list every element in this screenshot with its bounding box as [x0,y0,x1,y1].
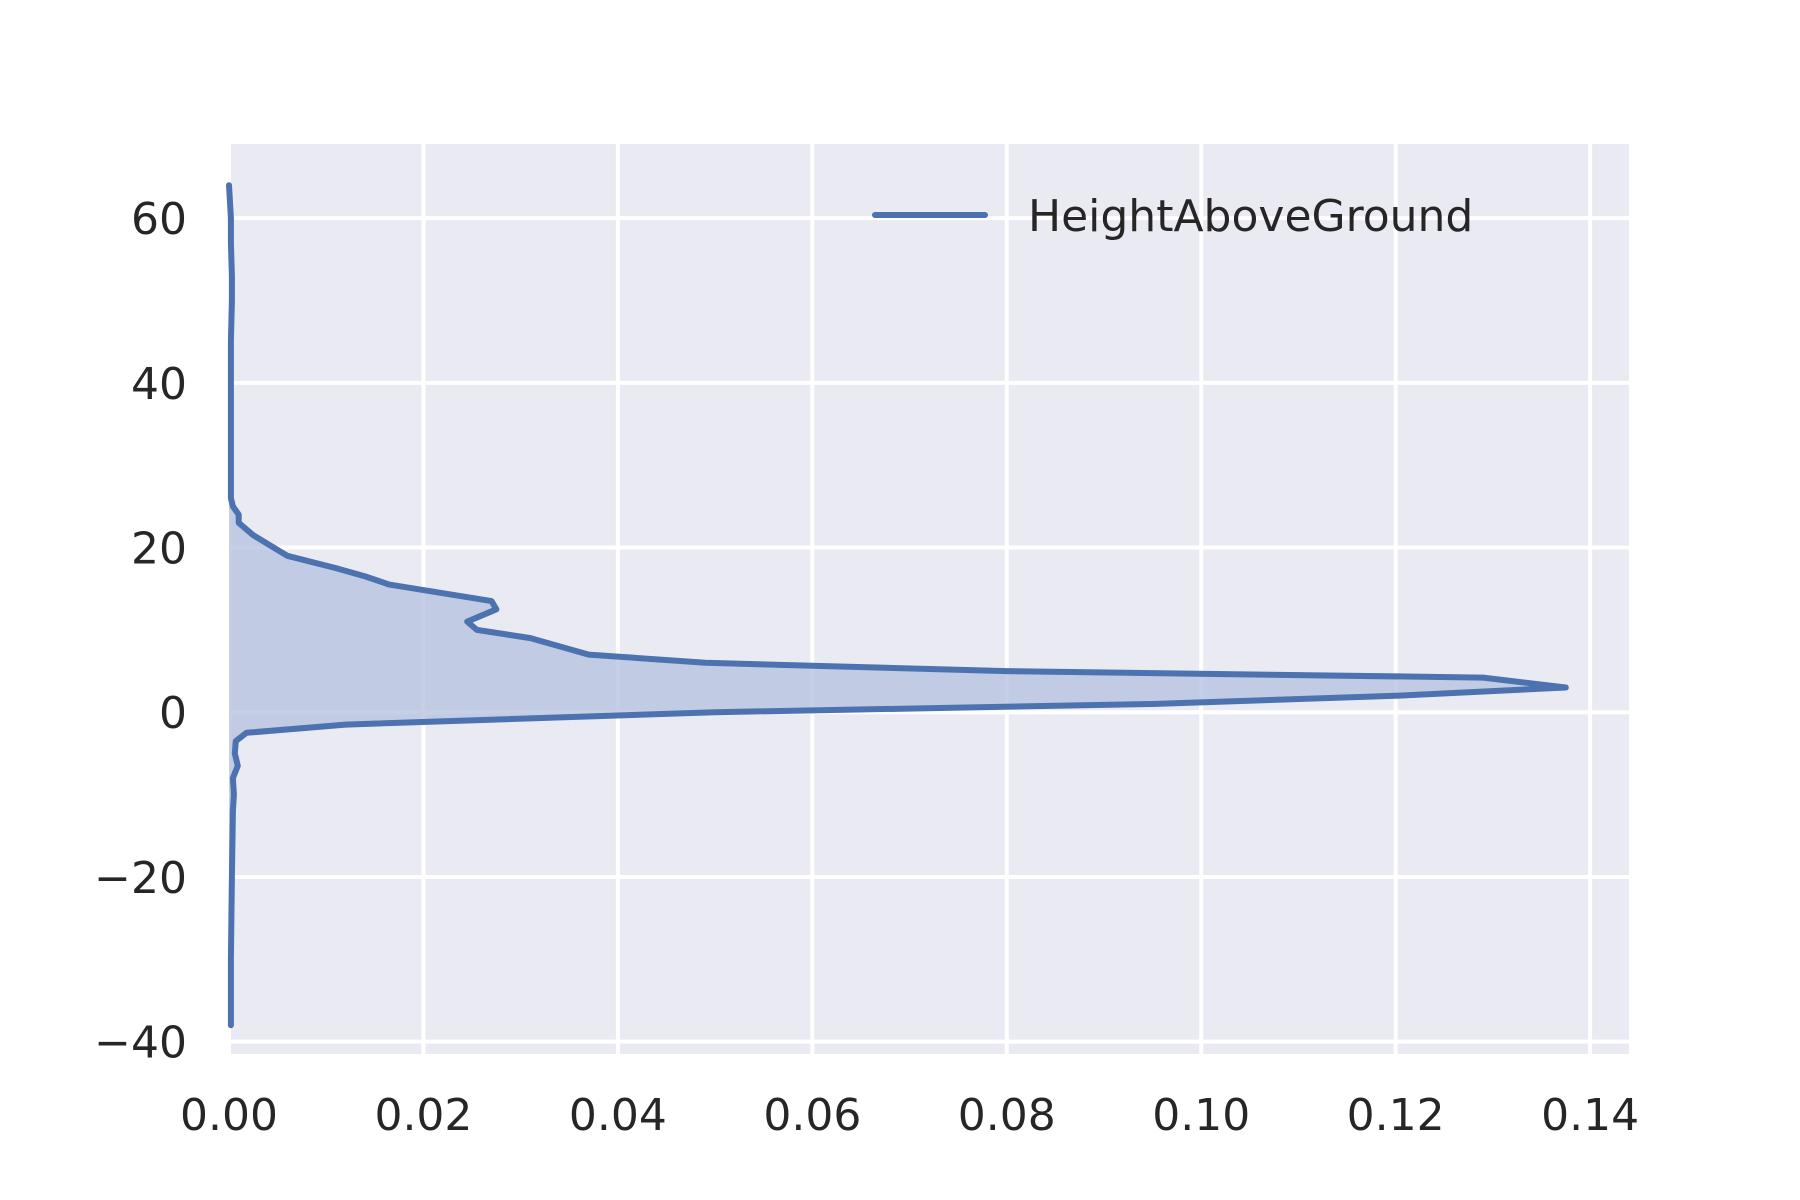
legend: HeightAboveGround [872,191,1473,242]
x-tick-label: 0.04 [569,1090,667,1141]
x-tick-label: 0.02 [374,1090,472,1141]
x-axis-ticks: 0.00 0.02 0.04 0.06 0.08 0.10 0.12 0.14 [180,1090,1639,1141]
density-line [226,182,1569,1029]
y-tick-label: 40 [131,359,187,410]
x-tick-label: 0.00 [180,1090,278,1141]
grid [227,144,1629,1054]
x-tick-label: 0.08 [958,1090,1056,1141]
x-tick-label: 0.10 [1152,1090,1250,1141]
y-tick-label: −20 [94,853,187,904]
x-tick-label: 0.12 [1347,1090,1445,1141]
legend-label: HeightAboveGround [1028,191,1473,242]
x-tick-label: 0.06 [763,1090,861,1141]
x-tick-label: 0.14 [1541,1090,1639,1141]
density-area [226,182,1569,1029]
y-tick-label: 60 [131,194,187,245]
y-axis-ticks: −40 −20 0 20 40 60 [94,194,187,1069]
y-tick-label: −40 [94,1018,187,1069]
y-tick-label: 20 [131,524,187,575]
y-tick-label: 0 [159,688,187,739]
